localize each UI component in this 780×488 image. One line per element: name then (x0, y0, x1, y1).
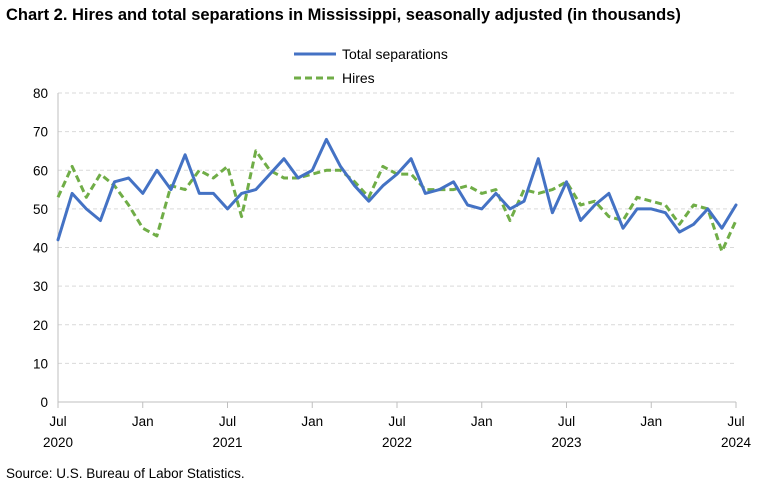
data-point-hires (141, 227, 144, 230)
data-point-hires (198, 169, 201, 172)
data-point-hires (212, 176, 215, 179)
y-tick-label: 20 (33, 318, 48, 333)
x-tick-label-year: 2024 (721, 435, 752, 450)
data-point-hires (593, 200, 596, 203)
series-line-hires (56, 149, 738, 253)
data-point-hires (99, 173, 102, 176)
data-point-hires (509, 219, 512, 222)
data-point-hires (311, 173, 314, 176)
data-point-hires (494, 188, 497, 191)
x-tick-label-year: 2020 (43, 435, 73, 450)
x-tick-label-month: Jul (49, 414, 66, 429)
y-tick-label: 10 (33, 356, 48, 371)
data-point-hires (636, 196, 639, 199)
data-point-hires (325, 169, 328, 172)
chart-title: Chart 2. Hires and total separations in … (6, 6, 681, 24)
data-point-hires (537, 192, 540, 195)
legend: Total separations Hires (294, 46, 448, 86)
x-tick-label-month: Jul (558, 414, 575, 429)
data-point-hires (607, 215, 610, 218)
data-point-hires (127, 204, 130, 207)
series-lines (56, 137, 738, 253)
data-point-hires (466, 184, 469, 187)
data-point-hires (664, 204, 667, 207)
y-tick-label: 60 (33, 163, 48, 178)
data-point-hires (410, 173, 413, 176)
data-point-hires (720, 250, 723, 253)
x-tick-label-month: Jul (219, 414, 236, 429)
data-point-hires (226, 165, 229, 168)
source-note: Source: U.S. Bureau of Labor Statistics. (6, 466, 245, 481)
x-tick-label-month: Jan (640, 414, 662, 429)
y-tick-label: 0 (40, 395, 48, 410)
x-tick-label-month: Jul (727, 414, 744, 429)
x-tick-label-year: 2021 (212, 435, 242, 450)
data-point-hires (579, 204, 582, 207)
x-tick-label-year: 2022 (382, 435, 412, 450)
x-tick-label-month: Jan (301, 414, 323, 429)
data-point-hires (381, 165, 384, 168)
x-axis-ticks: Jul 2020 Jan Jul 2021 Jan Jul 2022 Jan Jul 2023 Jan… (43, 402, 752, 450)
data-point-hires (622, 219, 625, 222)
data-point-hires (735, 219, 738, 222)
data-point-hires (551, 188, 554, 191)
data-point-hires (283, 176, 286, 179)
data-point-hires (85, 196, 88, 199)
legend-label-hires: Hires (342, 70, 375, 86)
data-point-hires (523, 188, 526, 191)
data-point-hires (57, 196, 60, 199)
x-tick-label-month: Jan (471, 414, 493, 429)
x-tick-label-year: 2023 (551, 435, 581, 450)
legend-label-total-separations: Total separations (342, 46, 448, 62)
data-point-hires (254, 149, 257, 152)
y-tick-label: 40 (33, 241, 48, 256)
x-tick-label-month: Jan (132, 414, 154, 429)
series-line-total-separations (56, 137, 738, 242)
y-tick-label: 30 (33, 279, 48, 294)
y-axis-ticks: 0 10 20 30 40 50 60 70 80 (33, 86, 48, 410)
data-point-hires (678, 223, 681, 226)
data-point-hires (452, 188, 455, 191)
data-point-hires (71, 165, 74, 168)
data-point-hires (184, 188, 187, 191)
data-point-hires (480, 192, 483, 195)
data-point-hires (692, 204, 695, 207)
y-tick-label: 50 (33, 202, 48, 217)
y-tick-label: 80 (33, 86, 48, 101)
data-point-hires (240, 215, 243, 218)
gridlines (58, 92, 736, 364)
data-point-hires (650, 200, 653, 203)
data-point-hires (155, 234, 158, 237)
x-tick-label-month: Jul (388, 414, 405, 429)
y-tick-label: 70 (33, 125, 48, 140)
